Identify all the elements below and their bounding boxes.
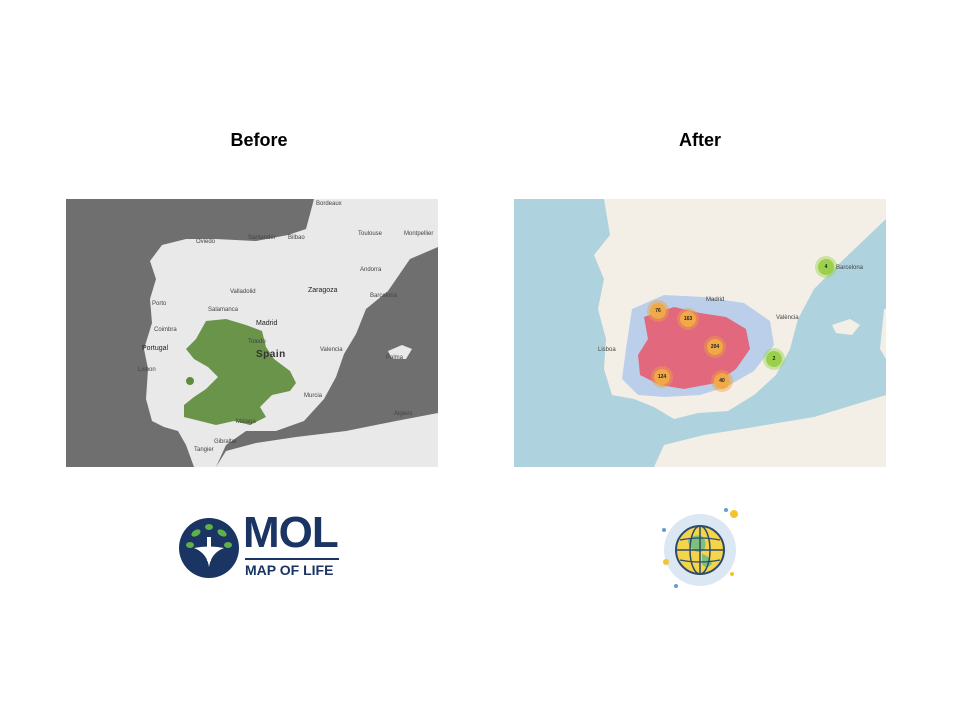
label-malaga: Málaga — [236, 419, 256, 425]
label-madrid: Madrid — [706, 297, 725, 303]
label-lisbon: Lisbon — [138, 367, 156, 373]
label-algiers: Algiers — [394, 411, 413, 417]
after-title: After — [678, 130, 721, 150]
before-title: Before — [230, 130, 288, 150]
label-zaragoza: Zaragoza — [308, 287, 338, 294]
label-tangier: Tangier — [194, 447, 214, 453]
after-occurrence-map: 76 163 204 124 40 2 4 Lisboa Madrid Barc… — [514, 199, 886, 467]
label-barcelona: Barcelona — [370, 293, 398, 299]
label-murcia: Murcia — [304, 393, 323, 399]
land-north-africa — [654, 395, 886, 467]
label-andorra: Andorra — [360, 267, 382, 273]
label-palma: Palma — [386, 355, 404, 361]
globe-icon — [662, 508, 738, 588]
label-bilbao: Bilbao — [288, 235, 305, 241]
land-balearic — [388, 345, 412, 359]
label-madrid: Madrid — [256, 320, 278, 327]
label-valencia: València — [776, 315, 799, 321]
cluster-marker[interactable]: 76 — [650, 303, 666, 319]
cluster-marker[interactable]: 2 — [766, 351, 782, 367]
label-salamanca: Salamanca — [208, 307, 239, 313]
cluster-marker[interactable]: 40 — [714, 373, 730, 389]
label-barcelona: Barcelona — [836, 265, 864, 271]
cluster-marker[interactable]: 4 — [818, 259, 834, 275]
occurrence-range — [184, 319, 296, 425]
label-coimbra: Coimbra — [154, 327, 177, 333]
before-range-map: Spain Portugal Madrid Zaragoza Toulouse … — [66, 199, 438, 467]
mol-subtitle: MAP OF LIFE — [245, 562, 334, 578]
label-santander: Santander — [248, 235, 276, 241]
before-map-canvas — [144, 199, 438, 467]
label-montpellier: Montpellier — [404, 231, 434, 237]
label-toulouse: Toulouse — [358, 231, 383, 237]
label-lisboa: Lisboa — [598, 347, 616, 353]
land-balearic — [832, 319, 860, 335]
land-north-africa — [216, 413, 438, 467]
cluster-marker[interactable]: 204 — [707, 339, 723, 355]
label-portugal: Portugal — [142, 345, 169, 352]
label-bordeaux: Bordeaux — [316, 201, 342, 207]
mol-wordmark: MOL — [243, 508, 339, 557]
mol-divider — [245, 558, 339, 560]
label-valencia: Valencia — [320, 347, 343, 353]
land-sardinia — [880, 309, 886, 359]
label-valladolid: Valladolid — [230, 289, 256, 295]
label-spain: Spain — [256, 349, 286, 360]
after-map-canvas — [594, 199, 886, 467]
label-gibraltar: Gibraltar — [214, 439, 238, 445]
cluster-marker[interactable]: 163 — [680, 311, 696, 327]
label-porto: Porto — [152, 301, 167, 307]
occurrence-heat-red — [638, 307, 750, 389]
mol-logo — [179, 518, 239, 578]
cluster-marker[interactable]: 124 — [654, 369, 670, 385]
label-oviedo: Oviedo — [196, 239, 216, 245]
label-toledo: Toledo — [248, 339, 266, 345]
